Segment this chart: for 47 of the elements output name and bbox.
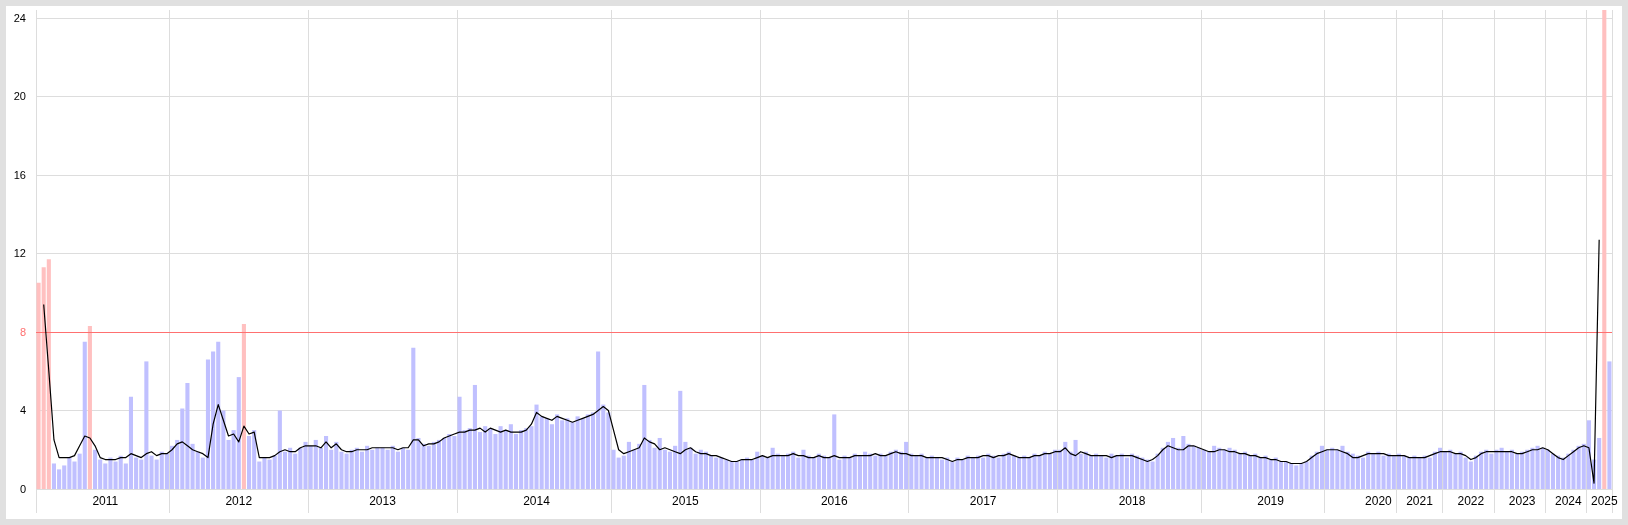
x-tick-label: 2017 <box>969 494 997 508</box>
bar <box>1602 10 1607 489</box>
x-tick-label: 2012 <box>225 494 253 508</box>
x-tick-label: 2011 <box>92 494 119 508</box>
bar <box>975 455 981 489</box>
bar <box>128 396 134 489</box>
bar <box>1283 461 1289 489</box>
y-tick-label: 4 <box>19 404 26 417</box>
x-tick-label: 2024 <box>1555 494 1583 508</box>
x-tick-label: 2023 <box>1508 494 1536 508</box>
bar <box>821 455 827 489</box>
bar <box>1607 361 1612 489</box>
x-tick-label: 2021 <box>1406 494 1434 508</box>
bar <box>1319 445 1325 489</box>
y-tick-label: 20 <box>13 90 26 103</box>
y-tick-label: 24 <box>13 11 26 24</box>
bar <box>236 377 241 489</box>
x-tick-label: 2013 <box>369 494 397 508</box>
bar <box>1437 447 1443 489</box>
bar <box>1473 455 1479 489</box>
x-tick-label: 2022 <box>1457 494 1485 508</box>
bar <box>87 326 92 489</box>
line-series <box>43 239 1600 484</box>
y-tick-label: 16 <box>13 168 26 181</box>
bar <box>241 324 246 489</box>
bar <box>82 341 87 489</box>
y-tick-label: 8 <box>19 325 26 338</box>
bar <box>1550 453 1556 489</box>
bar <box>1052 449 1058 489</box>
y-tick-label: 0 <box>19 483 26 495</box>
x-tick-label: 2014 <box>523 494 551 508</box>
bar <box>1514 453 1520 489</box>
x-tick-label: 2019 <box>1257 494 1285 508</box>
y-tick-label: 12 <box>13 247 26 260</box>
x-tick-label: 2025 <box>1590 494 1618 508</box>
bar <box>323 436 329 489</box>
x-tick-label: 2020 <box>1365 494 1393 508</box>
bar <box>51 463 57 489</box>
bar <box>1396 453 1402 489</box>
x-tick-label: 2016 <box>820 494 848 508</box>
x-tick-label: 2015 <box>672 494 700 508</box>
bar <box>744 457 750 489</box>
bar <box>46 259 51 489</box>
bar <box>436 439 442 489</box>
bar <box>92 449 98 489</box>
bar <box>1129 453 1135 489</box>
x-tick-label: 2018 <box>1118 494 1146 508</box>
